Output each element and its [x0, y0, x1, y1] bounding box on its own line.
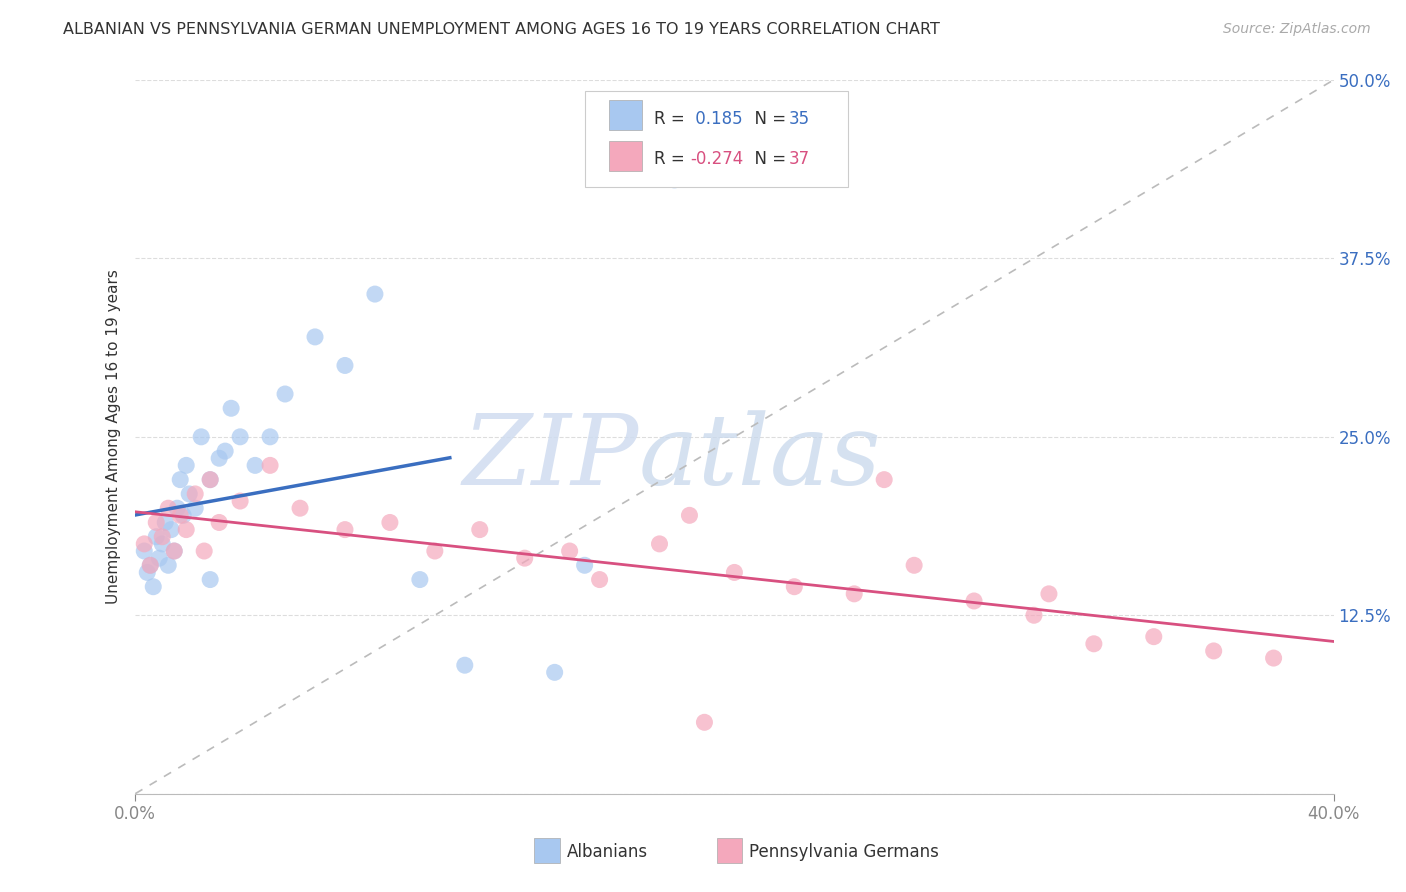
Point: [678, 508, 700, 523]
Point: [166, 501, 188, 516]
Point: [648, 537, 671, 551]
Point: [723, 566, 745, 580]
Point: [513, 551, 536, 566]
Point: [219, 401, 242, 416]
Point: [1083, 637, 1105, 651]
Point: [145, 530, 167, 544]
Point: [288, 501, 311, 516]
Point: [160, 523, 183, 537]
Text: Source: ZipAtlas.com: Source: ZipAtlas.com: [1223, 22, 1371, 37]
Bar: [609, 141, 643, 171]
Point: [148, 551, 170, 566]
Point: [193, 544, 215, 558]
Point: [364, 287, 387, 301]
Point: [169, 508, 191, 523]
Point: [184, 487, 207, 501]
Y-axis label: Unemployment Among Ages 16 to 19 years: Unemployment Among Ages 16 to 19 years: [107, 269, 121, 604]
Point: [423, 544, 446, 558]
Point: [139, 558, 162, 573]
Point: [174, 523, 197, 537]
Point: [588, 573, 610, 587]
Text: ALBANIAN VS PENNSYLVANIA GERMAN UNEMPLOYMENT AMONG AGES 16 TO 19 YEARS CORRELATI: ALBANIAN VS PENNSYLVANIA GERMAN UNEMPLOY…: [63, 22, 941, 37]
Point: [243, 458, 266, 473]
Point: [409, 573, 432, 587]
Point: [198, 473, 221, 487]
Point: [693, 715, 716, 730]
Text: N =: N =: [744, 110, 792, 128]
Point: [208, 516, 231, 530]
Point: [169, 473, 191, 487]
Point: [1263, 651, 1285, 665]
Point: [378, 516, 401, 530]
Point: [136, 566, 159, 580]
Point: [184, 501, 207, 516]
Point: [844, 587, 866, 601]
Point: [274, 387, 297, 401]
Point: [963, 594, 986, 608]
Point: [208, 451, 231, 466]
Point: [259, 458, 281, 473]
Point: [198, 473, 221, 487]
Point: [304, 330, 326, 344]
Point: [574, 558, 596, 573]
Text: 37: 37: [789, 150, 810, 168]
Text: -0.274: -0.274: [690, 150, 744, 168]
Bar: [609, 100, 643, 130]
Point: [903, 558, 925, 573]
Text: Pennsylvania Germans: Pennsylvania Germans: [749, 843, 939, 861]
Point: [134, 544, 156, 558]
Point: [190, 430, 212, 444]
Point: [1143, 630, 1166, 644]
Point: [134, 537, 156, 551]
Point: [157, 558, 180, 573]
Point: [174, 458, 197, 473]
Point: [259, 430, 281, 444]
Point: [1022, 608, 1045, 623]
Text: atlas: atlas: [638, 410, 882, 506]
FancyBboxPatch shape: [585, 91, 848, 187]
Point: [1038, 587, 1060, 601]
Point: [333, 523, 356, 537]
Text: N =: N =: [744, 150, 792, 168]
Point: [150, 530, 173, 544]
Point: [163, 544, 186, 558]
Point: [214, 444, 236, 458]
Point: [155, 516, 177, 530]
Text: 35: 35: [789, 110, 810, 128]
Point: [1202, 644, 1225, 658]
Point: [543, 665, 565, 680]
Point: [454, 658, 477, 673]
Point: [157, 501, 180, 516]
Point: [163, 544, 186, 558]
Point: [145, 516, 167, 530]
Point: [558, 544, 581, 558]
Point: [664, 173, 686, 187]
Text: Albanians: Albanians: [567, 843, 648, 861]
Point: [172, 508, 194, 523]
Point: [873, 473, 896, 487]
Point: [142, 580, 165, 594]
Point: [783, 580, 806, 594]
Text: R =: R =: [654, 150, 690, 168]
Point: [229, 494, 252, 508]
Point: [229, 430, 252, 444]
Text: ZIP: ZIP: [463, 410, 638, 506]
Point: [150, 537, 173, 551]
Text: R =: R =: [654, 110, 690, 128]
Point: [179, 487, 201, 501]
Point: [333, 359, 356, 373]
Point: [139, 558, 162, 573]
Point: [468, 523, 491, 537]
Text: 0.185: 0.185: [690, 110, 742, 128]
Point: [198, 573, 221, 587]
